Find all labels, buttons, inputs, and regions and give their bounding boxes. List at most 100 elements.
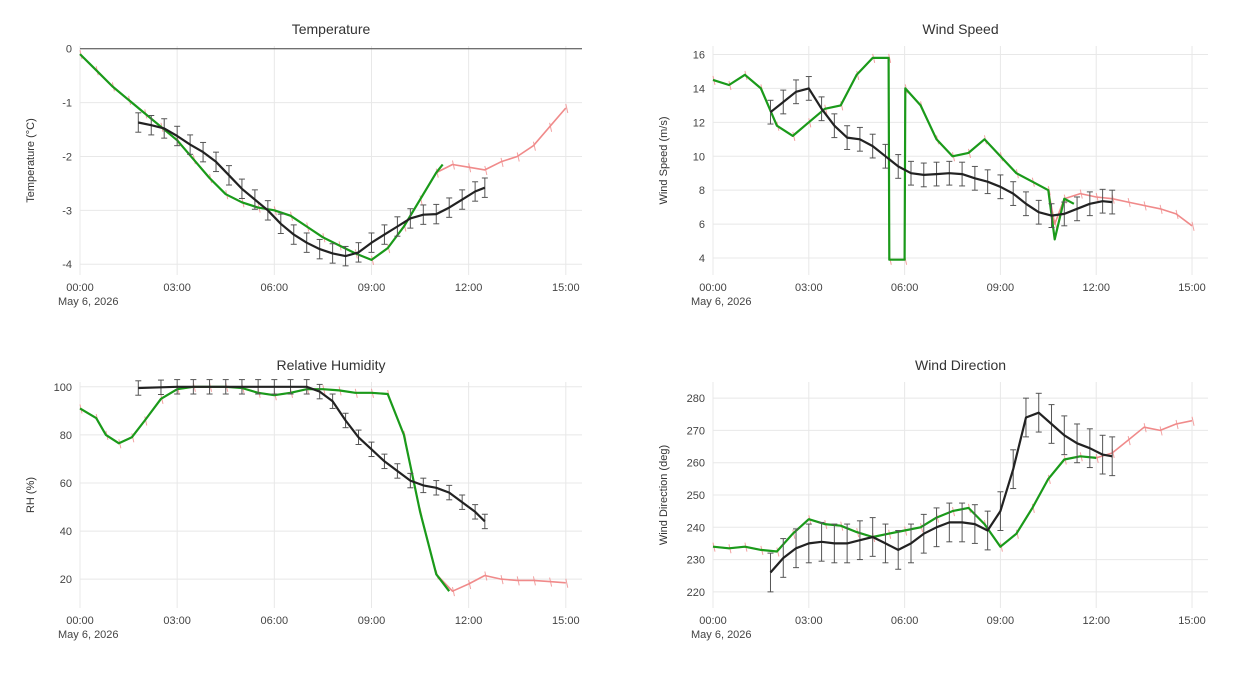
y-tick-label: 12: [693, 117, 705, 129]
y-tick-label: -3: [62, 205, 72, 217]
x-tick-label: 12:00: [1082, 282, 1110, 294]
hatch-tick: [1159, 426, 1163, 436]
hatch-tick: [484, 165, 488, 176]
chart-title: Wind Speed: [922, 21, 998, 37]
series-green: [712, 455, 1097, 553]
x-tick-label: 03:00: [795, 615, 823, 627]
x-tick-label: 03:00: [795, 282, 823, 294]
x-tick-label: 00:00: [699, 282, 727, 294]
x-tick-label: 15:00: [552, 282, 580, 294]
y-tick-label: 60: [60, 478, 72, 490]
series-green: [712, 56, 1075, 261]
x-tick-label: 09:00: [358, 282, 386, 294]
chart-panel-0: Temperature 0 -1 -2 -3 -4 00:00 03:00 06:00 09:00…: [25, 21, 582, 308]
y-axis-label: Wind Speed (m/s): [658, 116, 670, 204]
hatch-tick: [549, 122, 553, 132]
chart-title: Wind Direction: [915, 357, 1006, 373]
hatch-tick: [1191, 221, 1195, 231]
series-red: [712, 53, 1195, 265]
x-tick-label: 09:00: [987, 615, 1015, 627]
y-tick-label: 4: [699, 253, 705, 265]
y-tick-label: 280: [687, 393, 705, 405]
x-tick-label: 03:00: [163, 615, 191, 627]
series-black: [767, 392, 1116, 593]
hatch-tick: [565, 578, 569, 588]
y-tick-label: 0: [66, 44, 72, 56]
series-line: [769, 411, 1113, 574]
x-tick-label: 00:00: [66, 615, 94, 627]
y-tick-label: 260: [687, 458, 705, 470]
date-label: May 6, 2026: [58, 296, 119, 308]
y-tick-label: 100: [54, 382, 72, 394]
hatch-tick: [856, 70, 860, 80]
x-tick-label: 12:00: [1082, 615, 1110, 627]
series-black: [767, 76, 1116, 229]
y-tick-label: 80: [60, 430, 72, 442]
x-tick-label: 15:00: [1178, 615, 1206, 627]
series-line: [712, 419, 1193, 553]
series-black: [135, 112, 488, 267]
series-line: [79, 53, 444, 261]
y-tick-label: -2: [62, 151, 72, 163]
series-green: [79, 53, 444, 261]
hatch-tick: [468, 579, 472, 590]
x-tick-label: 03:00: [163, 282, 191, 294]
y-tick-label: 240: [687, 522, 705, 534]
series-line: [712, 56, 1075, 261]
series-red: [79, 49, 569, 266]
series-line: [138, 385, 486, 523]
y-tick-label: 16: [693, 49, 705, 61]
x-tick-label: 15:00: [1178, 282, 1206, 294]
series-red: [712, 416, 1195, 557]
x-tick-label: 06:00: [891, 615, 919, 627]
chart-title: Temperature: [292, 21, 371, 37]
y-tick-label: 6: [699, 219, 705, 231]
hatch-tick: [131, 433, 135, 443]
y-tick-label: 40: [60, 526, 72, 538]
series-line: [79, 53, 567, 261]
x-tick-label: 12:00: [455, 282, 483, 294]
date-label: May 6, 2026: [691, 629, 752, 641]
y-tick-label: 250: [687, 490, 705, 502]
series-black: [135, 379, 488, 530]
chart-panel-2: Relative Humidity 20 40 60 80 100 00:00 03:00 06…: [25, 357, 582, 641]
y-tick-label: 10: [693, 151, 705, 163]
date-label: May 6, 2026: [691, 296, 752, 308]
y-tick-label: 14: [693, 83, 705, 95]
series-line: [79, 385, 451, 592]
series-line: [712, 455, 1097, 553]
y-axis-label: Wind Direction (deg): [658, 445, 670, 545]
y-tick-label: 220: [687, 587, 705, 599]
hatch-tick: [1127, 436, 1131, 446]
series-line: [79, 385, 566, 593]
chart-panel-1: Wind Speed 4 6 8 10 12 14 16 00:00 03:00 06:00 09:0…: [658, 21, 1208, 308]
y-axis-label: RH (%): [25, 477, 37, 513]
x-tick-label: 00:00: [66, 282, 94, 294]
x-tick-label: 09:00: [358, 615, 386, 627]
y-tick-label: -1: [62, 98, 72, 110]
series-green: [79, 385, 451, 592]
hatch-tick: [565, 103, 569, 114]
series-red: [79, 382, 569, 597]
x-tick-label: 00:00: [699, 615, 727, 627]
chart-panel-3: Wind Direction 220 230 240 250 260 270 280 00:00…: [658, 357, 1208, 641]
x-tick-label: 06:00: [261, 282, 289, 294]
x-tick-label: 09:00: [987, 282, 1015, 294]
series-line: [769, 87, 1113, 217]
hatch-tick: [1191, 416, 1195, 426]
x-tick-label: 15:00: [552, 615, 580, 627]
hatch-tick: [516, 152, 520, 162]
y-tick-label: -4: [62, 259, 72, 271]
y-tick-label: 230: [687, 555, 705, 567]
x-tick-label: 06:00: [891, 282, 919, 294]
series-line: [138, 121, 486, 258]
chart-title: Relative Humidity: [277, 357, 386, 373]
y-tick-label: 270: [687, 425, 705, 437]
y-tick-label: 8: [699, 185, 705, 197]
x-tick-label: 06:00: [261, 615, 289, 627]
y-tick-label: 20: [60, 574, 72, 586]
y-axis-label: Temperature (°C): [25, 118, 37, 202]
hatch-tick: [500, 157, 504, 167]
x-tick-label: 12:00: [455, 615, 483, 627]
